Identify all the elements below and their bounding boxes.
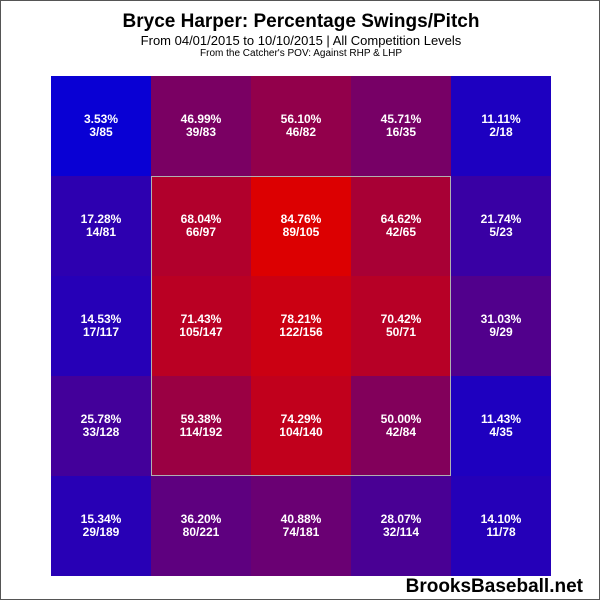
heatmap-cell: 68.04% 66/97: [151, 176, 251, 276]
heatmap-cell: 59.38% 114/192: [151, 376, 251, 476]
heatmap-cell: 40.88% 74/181: [251, 476, 351, 576]
cell-count: 42/65: [385, 225, 417, 239]
cell-percentage: 56.10%: [280, 112, 322, 126]
heatmap-cell: 84.76% 89/105: [251, 176, 351, 276]
cell-count: 50/71: [385, 325, 417, 339]
heatmap-cell: 70.42% 50/71: [351, 276, 451, 376]
cell-count: 14/81: [85, 225, 117, 239]
heatmap-cell: 17.28% 14/81: [51, 176, 151, 276]
heatmap-cell: 46.99% 39/83: [151, 76, 251, 176]
heatmap-cell: 36.20% 80/221: [151, 476, 251, 576]
cell-count: 9/29: [489, 325, 513, 339]
cell-count: 105/147: [179, 325, 223, 339]
cell-count: 46/82: [285, 125, 317, 139]
cell-count: 17/117: [82, 325, 120, 339]
cell-percentage: 11.11%: [481, 112, 521, 126]
cell-percentage: 25.78%: [80, 412, 122, 426]
cell-count: 2/18: [489, 125, 513, 139]
cell-count: 42/84: [385, 425, 417, 439]
cell-percentage: 40.88%: [280, 512, 322, 526]
swing-heatmap: 3.53% 3/85 46.99% 39/83 56.10% 46/82 45.71% 16/…: [51, 76, 551, 576]
cell-percentage: 3.53%: [83, 112, 119, 126]
heatmap-cell: 31.03% 9/29: [451, 276, 551, 376]
cell-count: 39/83: [185, 125, 217, 139]
heatmap-cell: 14.53% 17/117: [51, 276, 151, 376]
cell-count: 114/192: [179, 425, 223, 439]
cell-percentage: 21.74%: [480, 212, 522, 226]
heatmap-cell: 64.62% 42/65: [351, 176, 451, 276]
cell-percentage: 11.43%: [480, 412, 522, 426]
heatmap-cell: 56.10% 46/82: [251, 76, 351, 176]
cell-percentage: 68.04%: [180, 212, 222, 226]
heatmap-cell: 25.78% 33/128: [51, 376, 151, 476]
cell-percentage: 74.29%: [280, 412, 322, 426]
heatmap-cell: 28.07% 32/114: [351, 476, 451, 576]
heatmap-cell: 71.43% 105/147: [151, 276, 251, 376]
cell-count: 3/85: [89, 125, 113, 139]
cell-count: 4/35: [489, 425, 513, 439]
cell-percentage: 71.43%: [180, 312, 222, 326]
chart-title: Bryce Harper: Percentage Swings/Pitch: [122, 11, 480, 32]
heatmap-cell: 45.71% 16/35: [351, 76, 451, 176]
cell-percentage: 84.76%: [280, 212, 322, 226]
heatmap-cell: 78.21% 122/156: [251, 276, 351, 376]
cell-percentage: 46.99%: [180, 112, 222, 126]
cell-percentage: 45.71%: [380, 112, 422, 126]
cell-percentage: 50.00%: [380, 412, 422, 426]
cell-percentage: 14.10%: [480, 512, 522, 526]
cell-percentage: 17.28%: [80, 212, 122, 226]
cell-percentage: 36.20%: [180, 512, 222, 526]
heatmap-cell: 14.10% 11/78: [451, 476, 551, 576]
chart-pov-note: From the Catcher's POV: Against RHP & LH…: [200, 48, 402, 59]
cell-percentage: 28.07%: [380, 512, 422, 526]
heatmap-cell: 21.74% 5/23: [451, 176, 551, 276]
cell-count: 29/189: [82, 525, 120, 539]
heatmap-cell: 11.43% 4/35: [451, 376, 551, 476]
cell-percentage: 78.21%: [280, 312, 322, 326]
chart-subtitle: From 04/01/2015 to 10/10/2015 | All Comp…: [140, 33, 462, 48]
heatmap-cell: 15.34% 29/189: [51, 476, 151, 576]
cell-count: 5/23: [489, 225, 513, 239]
cell-count: 33/128: [82, 425, 120, 439]
heatmap-cell: 11.11% 2/18: [451, 76, 551, 176]
cell-percentage: 59.38%: [180, 412, 222, 426]
cell-percentage: 31.03%: [480, 312, 522, 326]
cell-percentage: 14.53%: [80, 312, 122, 326]
heatmap-cell: 50.00% 42/84: [351, 376, 451, 476]
cell-count: 104/140: [279, 425, 323, 439]
heatmap-cell: 74.29% 104/140: [251, 376, 351, 476]
cell-count: 122/156: [279, 325, 323, 339]
cell-count: 32/114: [382, 525, 420, 539]
heatmap-cell: 3.53% 3/85: [51, 76, 151, 176]
cell-count: 80/221: [182, 525, 220, 539]
cell-count: 66/97: [185, 225, 217, 239]
cell-percentage: 64.62%: [380, 212, 422, 226]
brooks-baseball-watermark: BrooksBaseball.net: [405, 576, 583, 597]
cell-percentage: 70.42%: [380, 312, 422, 326]
heatmap-cells: 3.53% 3/85 46.99% 39/83 56.10% 46/82 45.71% 16/…: [51, 76, 551, 576]
cell-count: 16/35: [385, 125, 417, 139]
cell-percentage: 15.34%: [80, 512, 122, 526]
cell-count: 89/105: [282, 225, 320, 239]
cell-count: 74/181: [282, 525, 320, 539]
cell-count: 11/78: [486, 525, 516, 539]
